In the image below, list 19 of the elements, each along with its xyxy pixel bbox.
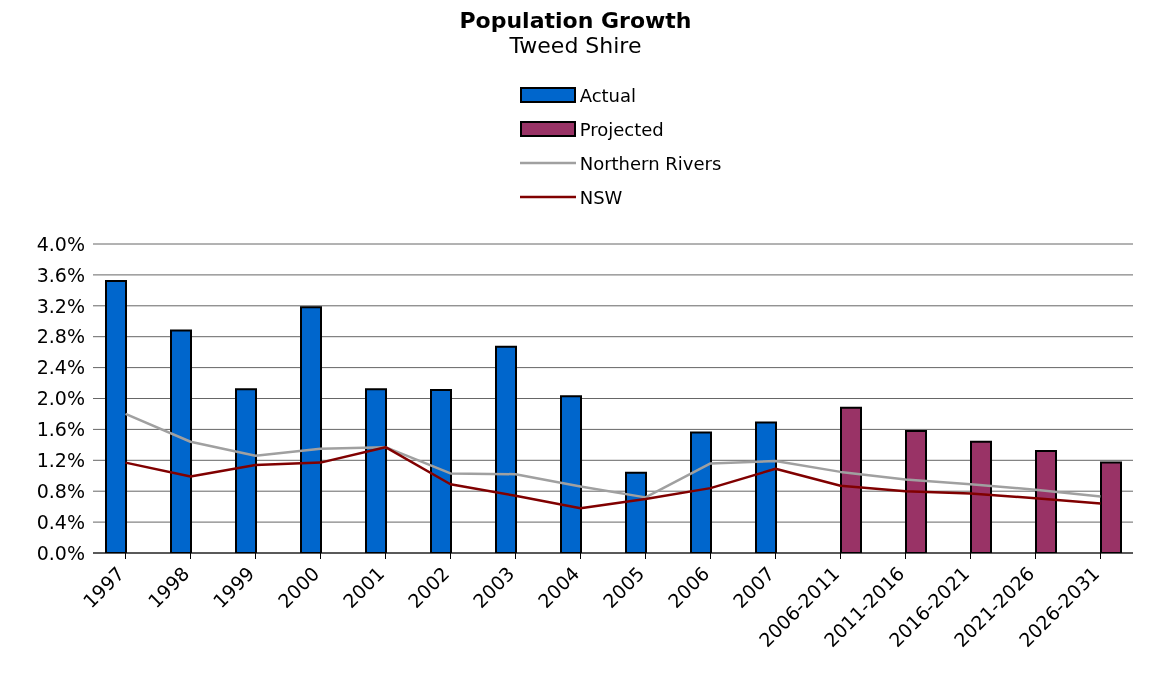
y-tick-label: 4.0%	[36, 232, 85, 255]
line-series	[124, 412, 1102, 499]
y-tick-label: 0.0%	[36, 541, 85, 564]
legend-label: Northern Rivers	[579, 152, 722, 174]
y-tick-label: 1.6%	[36, 418, 85, 441]
legend-label: NSW	[579, 186, 623, 208]
y-tick-label: 0.4%	[36, 510, 85, 533]
chart-subtitle: Tweed Shire	[508, 33, 643, 58]
legend-label: Projected	[579, 118, 664, 140]
y-tick-label: 2.8%	[36, 325, 85, 348]
y-tick-label: 3.2%	[36, 294, 85, 317]
y-tick-label: 3.6%	[36, 263, 85, 286]
legend-label: Actual	[579, 84, 637, 106]
y-tick-label: 0.8%	[36, 479, 85, 502]
y-tick-label: 2.0%	[36, 387, 85, 410]
chart-title: Population Growth	[458, 8, 693, 33]
y-tick-label: 1.2%	[36, 449, 85, 472]
y-tick-label: 2.4%	[36, 356, 85, 379]
line-series	[124, 445, 1102, 510]
